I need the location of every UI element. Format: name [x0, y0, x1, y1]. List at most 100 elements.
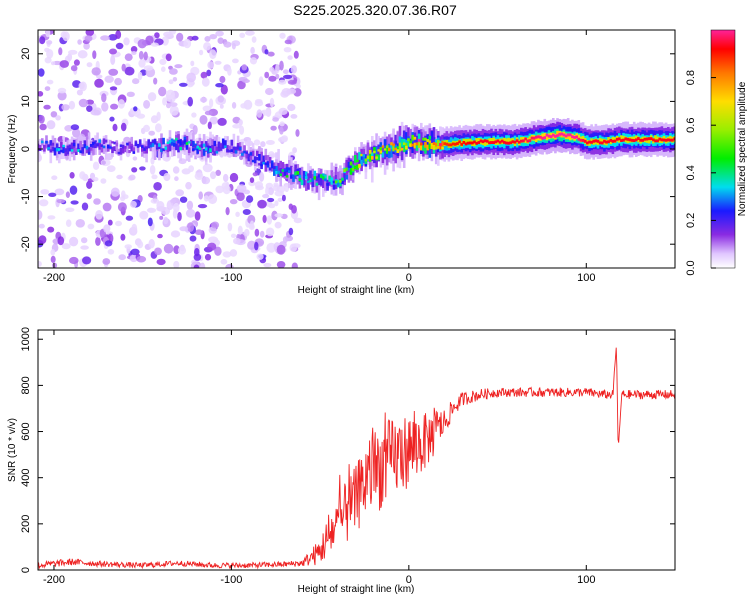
- ridge-cell: [155, 145, 159, 148]
- noise-speckle: [132, 78, 140, 85]
- ridge-cell: [428, 140, 432, 144]
- ridge-cell: [81, 147, 84, 152]
- noise-speckle: [192, 125, 198, 135]
- noise-speckle: [137, 71, 143, 81]
- ridge-cell: [362, 154, 366, 157]
- ridge-cell: [113, 141, 116, 145]
- noise-speckle: [186, 200, 194, 210]
- x-tick-label: 100: [577, 574, 595, 586]
- noise-speckle: [250, 46, 255, 55]
- noise-speckle: [86, 193, 92, 200]
- noise-speckle: [173, 202, 180, 213]
- ridge-cell: [115, 142, 119, 147]
- ridge-cell: [130, 136, 133, 150]
- ridge-cell: [243, 150, 246, 154]
- ridge-cell: [202, 142, 206, 152]
- noise-speckle: [198, 191, 203, 200]
- noise-speckle: [207, 121, 212, 130]
- ridge-cell: [424, 142, 427, 148]
- ridge-cell: [141, 145, 144, 152]
- noise-speckle: [251, 36, 257, 43]
- ridge-cell: [339, 170, 342, 187]
- ridge-cell: [309, 179, 312, 183]
- ridge-cell: [213, 140, 216, 147]
- ridge-cell: [635, 138, 638, 142]
- noise-speckle: [214, 60, 222, 65]
- ridge-cell: [620, 135, 623, 141]
- ridge-cell: [247, 154, 251, 157]
- noise-speckle: [161, 151, 168, 161]
- ridge-cell: [204, 141, 208, 148]
- ridge-cell: [260, 151, 263, 167]
- noise-speckle: [267, 187, 274, 196]
- ridge-cell: [368, 148, 372, 159]
- ridge-cell: [383, 148, 387, 151]
- noise-speckle: [207, 61, 215, 69]
- ridge-cell: [530, 136, 534, 140]
- noise-speckle: [265, 87, 274, 96]
- noise-speckle: [38, 91, 44, 97]
- ridge-cell: [281, 169, 285, 172]
- ridge-cell: [275, 171, 278, 175]
- ridge-cell: [319, 174, 323, 179]
- ridge-cell: [277, 170, 280, 174]
- ridge-cell: [439, 143, 442, 146]
- noise-speckle: [286, 88, 297, 95]
- ridge-cell: [317, 180, 321, 186]
- noise-speckle: [254, 100, 264, 107]
- ridge-cell: [256, 150, 259, 156]
- noise-speckle: [267, 51, 275, 57]
- ridge-cell: [517, 140, 521, 144]
- ridge-cell: [288, 170, 291, 173]
- noise-speckle: [95, 210, 103, 220]
- noise-speckle: [256, 109, 263, 118]
- ridge-cell: [281, 172, 285, 177]
- ridge-cell: [379, 142, 383, 152]
- ridge-cell: [266, 155, 270, 164]
- noise-speckle: [229, 172, 239, 183]
- noise-speckle: [107, 219, 113, 226]
- ridge-cell: [392, 144, 395, 152]
- noise-speckle: [183, 38, 192, 49]
- ridge-cell: [669, 138, 672, 142]
- ridge-cell: [347, 168, 351, 171]
- ridge-cell: [66, 145, 70, 152]
- ridge-cell: [605, 140, 608, 144]
- noise-speckle: [45, 30, 51, 38]
- ridge-cell: [288, 167, 291, 173]
- ridge-cell: [635, 135, 638, 142]
- noise-speckle: [240, 103, 248, 109]
- ridge-cell: [341, 178, 344, 185]
- noise-speckle: [150, 42, 159, 47]
- ridge-cell: [70, 142, 74, 150]
- ridge-cell: [422, 145, 425, 151]
- ridge-cell: [55, 147, 59, 152]
- noise-speckle: [290, 65, 297, 74]
- noise-speckle: [131, 167, 138, 173]
- ridge-cell: [43, 144, 46, 152]
- noise-speckle: [124, 53, 133, 61]
- snr-series-line: [38, 347, 675, 570]
- noise-speckle: [78, 82, 85, 90]
- ridge-cell: [149, 144, 153, 148]
- noise-speckle: [137, 240, 144, 249]
- ridge-cell: [264, 155, 268, 160]
- ridge-cell: [645, 137, 649, 141]
- ridge-cell: [138, 140, 142, 145]
- ridge-cell: [51, 142, 55, 146]
- ridge-cell: [413, 136, 417, 140]
- ridge-cell: [534, 135, 538, 139]
- ridge-cell: [181, 141, 185, 146]
- ridge-cell: [503, 137, 506, 144]
- noise-speckle: [130, 248, 140, 256]
- ridge-cell: [539, 135, 542, 139]
- noise-speckle: [220, 259, 228, 265]
- ridge-cell: [545, 134, 549, 141]
- noise-speckle: [115, 42, 124, 50]
- ridge-cell: [607, 140, 610, 144]
- noise-speckle: [38, 210, 43, 220]
- x-tick-label: -200: [43, 574, 65, 586]
- ridge-cell: [200, 144, 204, 148]
- ridge-cell: [305, 171, 308, 180]
